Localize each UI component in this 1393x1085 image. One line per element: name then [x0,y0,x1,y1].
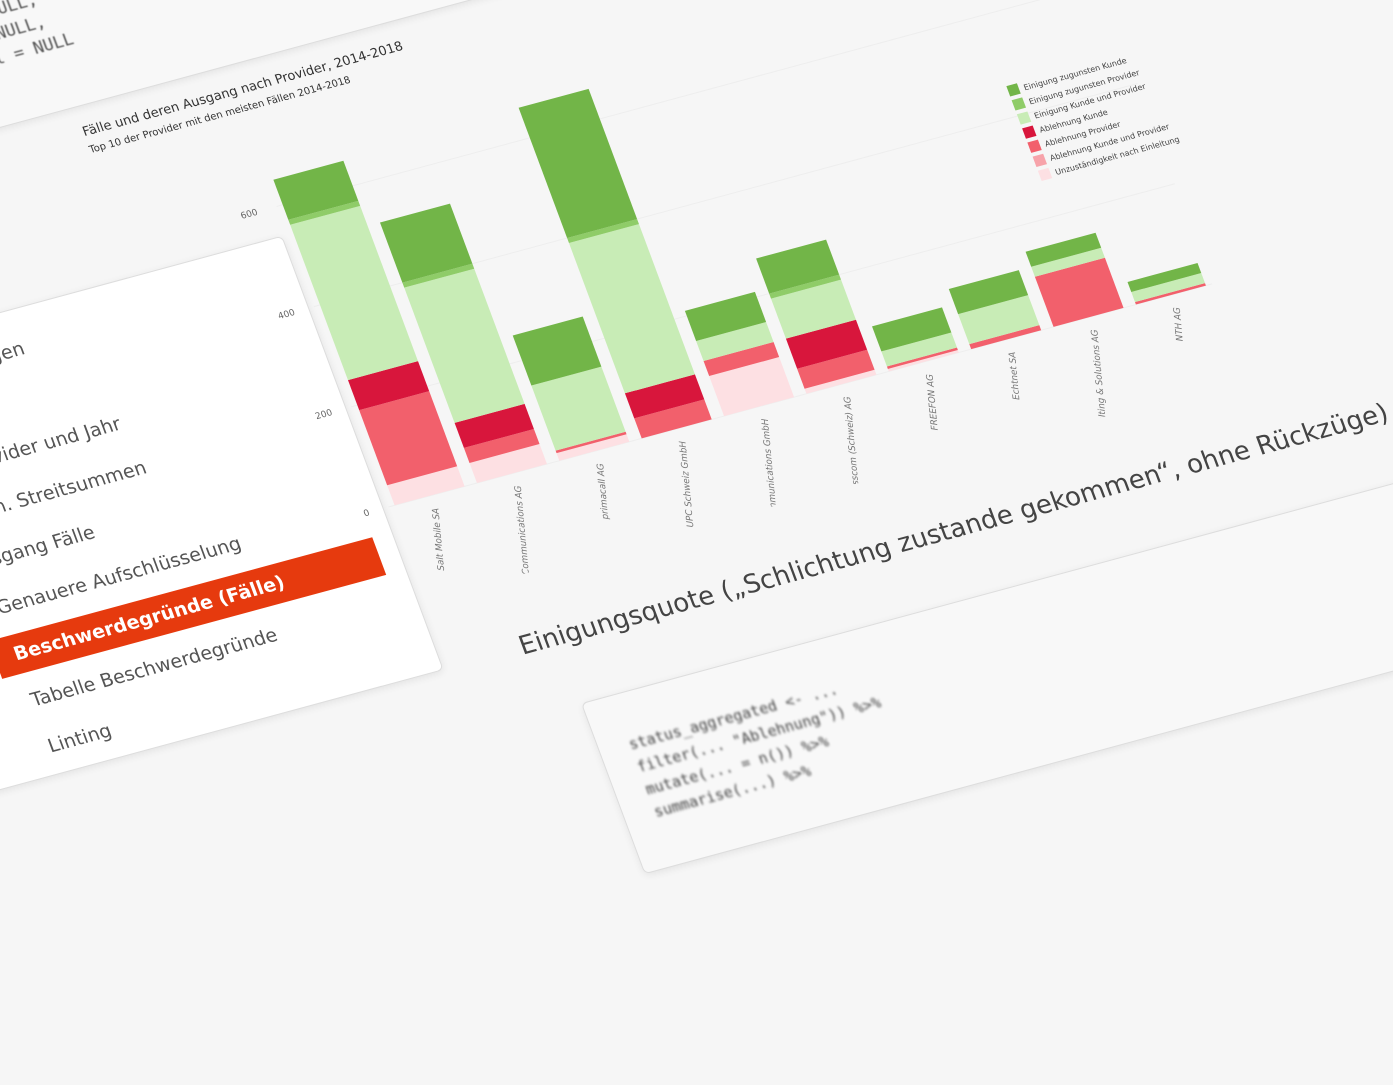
bar-segment [404,268,525,423]
bar-segment [948,270,1029,315]
bar-segment [1031,247,1105,277]
x-tick-label: FREEFON AG [925,374,940,430]
chart: Fälle und deren Ausgang nach Provider, 2… [81,0,1213,611]
bar-segment [463,428,540,463]
legend-swatch [1011,97,1027,111]
bar-segment [359,391,458,486]
bar-segment [804,369,877,394]
legend-swatch [1027,139,1042,153]
y-tick-label: 200 [314,408,334,422]
page: example =x = NULL,y = NULL,fill = NULL) … [0,0,1393,875]
bar-segment [769,274,842,299]
legend-swatch [1016,111,1032,125]
bar-segment [1134,283,1206,305]
x-tick-label: Sunrise Communications AG [514,486,536,611]
bar-segment [379,203,473,283]
legend-swatch [1032,153,1048,167]
legend-swatch [1037,167,1053,182]
x-tick-label: NTH AG [1173,307,1186,341]
bar-segment [1025,232,1102,267]
y-tick-label: 400 [277,308,297,322]
legend-swatch [1022,125,1037,139]
bar-segment [454,403,534,448]
grid-line [276,0,1101,207]
bar-segment [887,349,959,372]
bar-segment [684,291,767,341]
bar-segment [703,342,780,377]
bar-segment [531,366,626,451]
bar-segment [288,200,361,225]
bar-segment [556,434,630,461]
bar-segment [785,319,868,369]
bar-segment [624,374,705,419]
bar-segment [756,239,840,294]
legend-swatch [1006,83,1021,97]
bar-segment [273,160,359,220]
y-tick-label: 600 [239,208,259,222]
bar-segment [1127,263,1202,293]
x-tick-label: Salt Mobile SA [431,508,447,571]
nav-item[interactable]: Linting [44,719,115,758]
bar-segment [387,466,465,506]
x-tick-label: Swisscom (Schweiz) AG [843,396,863,500]
bar-segment [402,263,475,288]
bar-segment [555,431,627,454]
bar-segment [469,444,547,483]
x-tick-label: UPC Schweiz GmbH [678,441,696,528]
y-tick-label: 0 [362,508,371,519]
bar-segment [347,361,430,411]
bar-segment [290,205,418,381]
bar-segment [567,219,639,244]
x-tick-label: Kis Consulting & Solutions AG [1090,329,1112,459]
bar-segment [1131,273,1205,303]
bar-segment [881,332,957,367]
bar-segment [696,321,774,361]
x-tick-label: Echtnet SA [1008,352,1023,400]
bar-segment [872,307,952,352]
screen: example =x = NULL,y = NULL,fill = NULL) … [0,0,1393,875]
x-tick-label: Suissephone Communications GmbH [761,418,786,580]
bar-segment [634,399,712,439]
x-tick-label: primacall AG [596,463,611,520]
bar-segment [969,325,1042,350]
bar-segment [1034,257,1124,327]
bar-segment [518,88,638,239]
bar-segment [771,279,856,339]
bar-segment [886,347,958,369]
bar-segment [568,224,695,394]
bar-segment [797,349,875,389]
nav-item[interactable]: nd Anfragen [0,337,28,389]
bar-segment [512,316,602,386]
bar-segment [958,295,1040,345]
bar-segment [709,357,795,417]
